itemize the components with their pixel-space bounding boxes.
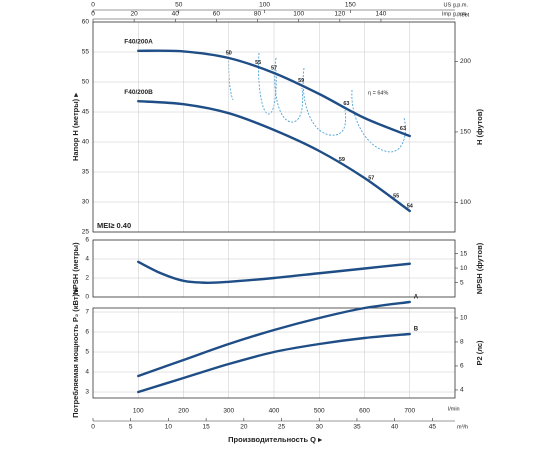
x-tick-label: 200: [178, 408, 189, 415]
tick-label: 140: [376, 11, 387, 18]
y2-tick-label: 150: [460, 129, 471, 136]
curve: [137, 300, 411, 378]
efficiency-label: 50: [226, 50, 232, 56]
plot-frame: [92, 239, 456, 298]
y2-tick-label: 6: [460, 363, 464, 370]
tick-label: 20: [131, 11, 139, 18]
curve: [137, 100, 411, 213]
series-label: B: [414, 327, 419, 333]
tick-label: 5: [129, 424, 133, 431]
series-label: F40/200A: [124, 39, 153, 46]
y2-tick-label: 100: [460, 199, 471, 206]
y-tick-label: 50: [82, 79, 90, 86]
efficiency-label: 55: [393, 194, 399, 200]
y-tick-label: 2: [85, 275, 89, 282]
y2-tick-label: 4: [460, 387, 464, 394]
x-tick-label: 400: [269, 408, 280, 415]
curve: [137, 332, 411, 394]
efficiency-label: 63: [400, 126, 406, 132]
plot-frame: [92, 21, 456, 233]
x-tick-label: 100: [133, 408, 144, 415]
efficiency-label: 57: [368, 175, 374, 181]
tick-label: 50: [175, 2, 183, 9]
y2-axis-label: P2 (лс): [475, 340, 484, 366]
x-tick-label: 300: [223, 408, 234, 415]
y2-tick-label: 8: [460, 339, 464, 346]
y2-tick-label: 5: [460, 279, 464, 286]
efficiency-label: 59: [298, 78, 304, 84]
tick-label: 0: [91, 11, 95, 18]
y2-unit: feet: [460, 12, 470, 18]
tick-label: 40: [391, 424, 399, 431]
tick-label: 0: [91, 2, 95, 9]
tick-label: 25: [278, 424, 286, 431]
tick-label: 100: [259, 2, 270, 9]
efficiency-label: 57: [271, 65, 277, 71]
x-axis-label: Производительность Q ▸: [228, 435, 323, 444]
efficiency-label: 55: [255, 60, 261, 66]
tick-label: 20: [240, 424, 248, 431]
y-tick-label: 40: [82, 139, 90, 146]
tick-label: 45: [429, 424, 437, 431]
y-tick-label: 45: [82, 109, 90, 116]
y-tick-label: 30: [82, 199, 90, 206]
tick-label: 10: [165, 424, 173, 431]
x-tick-label: 700: [404, 408, 415, 415]
iso-curve: [351, 89, 406, 153]
y2-tick-label: 10: [460, 315, 468, 322]
efficiency-note: η = 64%: [368, 90, 388, 96]
tick-label: 80: [254, 11, 262, 18]
tick-label: 15: [203, 424, 211, 431]
y-tick-label: 6: [85, 237, 89, 244]
y-tick-label: 4: [85, 369, 89, 376]
y2-tick-label: 15: [460, 250, 468, 257]
x-tick-label: 600: [359, 408, 370, 415]
y-tick-label: 3: [85, 389, 89, 396]
y-tick-label: 5: [85, 349, 89, 356]
tick-label: 30: [316, 424, 324, 431]
axis-unit: m³/h: [457, 424, 468, 430]
iso-curve: [274, 57, 304, 123]
y-axis-label: NPSH (метры): [71, 242, 80, 295]
axis-unit: l/min: [448, 406, 460, 412]
curve: [137, 49, 411, 138]
y-tick-label: 0: [85, 294, 89, 301]
tick-label: 60: [213, 11, 221, 18]
y-axis-label: Напор H (метры) ▸: [71, 92, 80, 161]
iso-curve: [258, 52, 277, 115]
iso-curve: [302, 67, 347, 136]
y-tick-label: 25: [82, 229, 90, 236]
efficiency-label: 63: [343, 101, 349, 107]
tick-label: 0: [91, 424, 95, 431]
axis-unit: US g.p.m.: [444, 2, 469, 8]
x-tick-label: 500: [314, 408, 325, 415]
y2-axis-label: H (футов): [475, 109, 484, 145]
mei-label: MEI≥ 0.40: [97, 221, 131, 230]
tick-label: 100: [293, 11, 304, 18]
efficiency-label: 54: [407, 203, 414, 209]
efficiency-label: 59: [339, 157, 345, 163]
tick-label: 150: [345, 2, 356, 9]
y-tick-label: 7: [85, 309, 89, 316]
series-label: A: [414, 295, 419, 301]
tick-label: 120: [334, 11, 345, 18]
y-axis-label: Потребляемая мощность P₂ (кВт) ▸: [71, 287, 80, 418]
tick-label: 35: [353, 424, 361, 431]
plot-frame: [92, 307, 456, 399]
curve: [137, 260, 411, 284]
y2-axis-label: NPSH (футов): [475, 242, 484, 294]
y-tick-label: 4: [85, 256, 89, 263]
series-label: F40/200B: [124, 89, 153, 96]
y2-tick-label: 10: [460, 265, 468, 272]
y-tick-label: 55: [82, 49, 90, 56]
y-tick-label: 6: [85, 329, 89, 336]
y-tick-label: 60: [82, 19, 90, 26]
tick-label: 40: [172, 11, 180, 18]
y-tick-label: 35: [82, 169, 90, 176]
axis-unit: Imp g.p.m.: [442, 11, 468, 17]
y2-tick-label: 200: [460, 58, 471, 65]
